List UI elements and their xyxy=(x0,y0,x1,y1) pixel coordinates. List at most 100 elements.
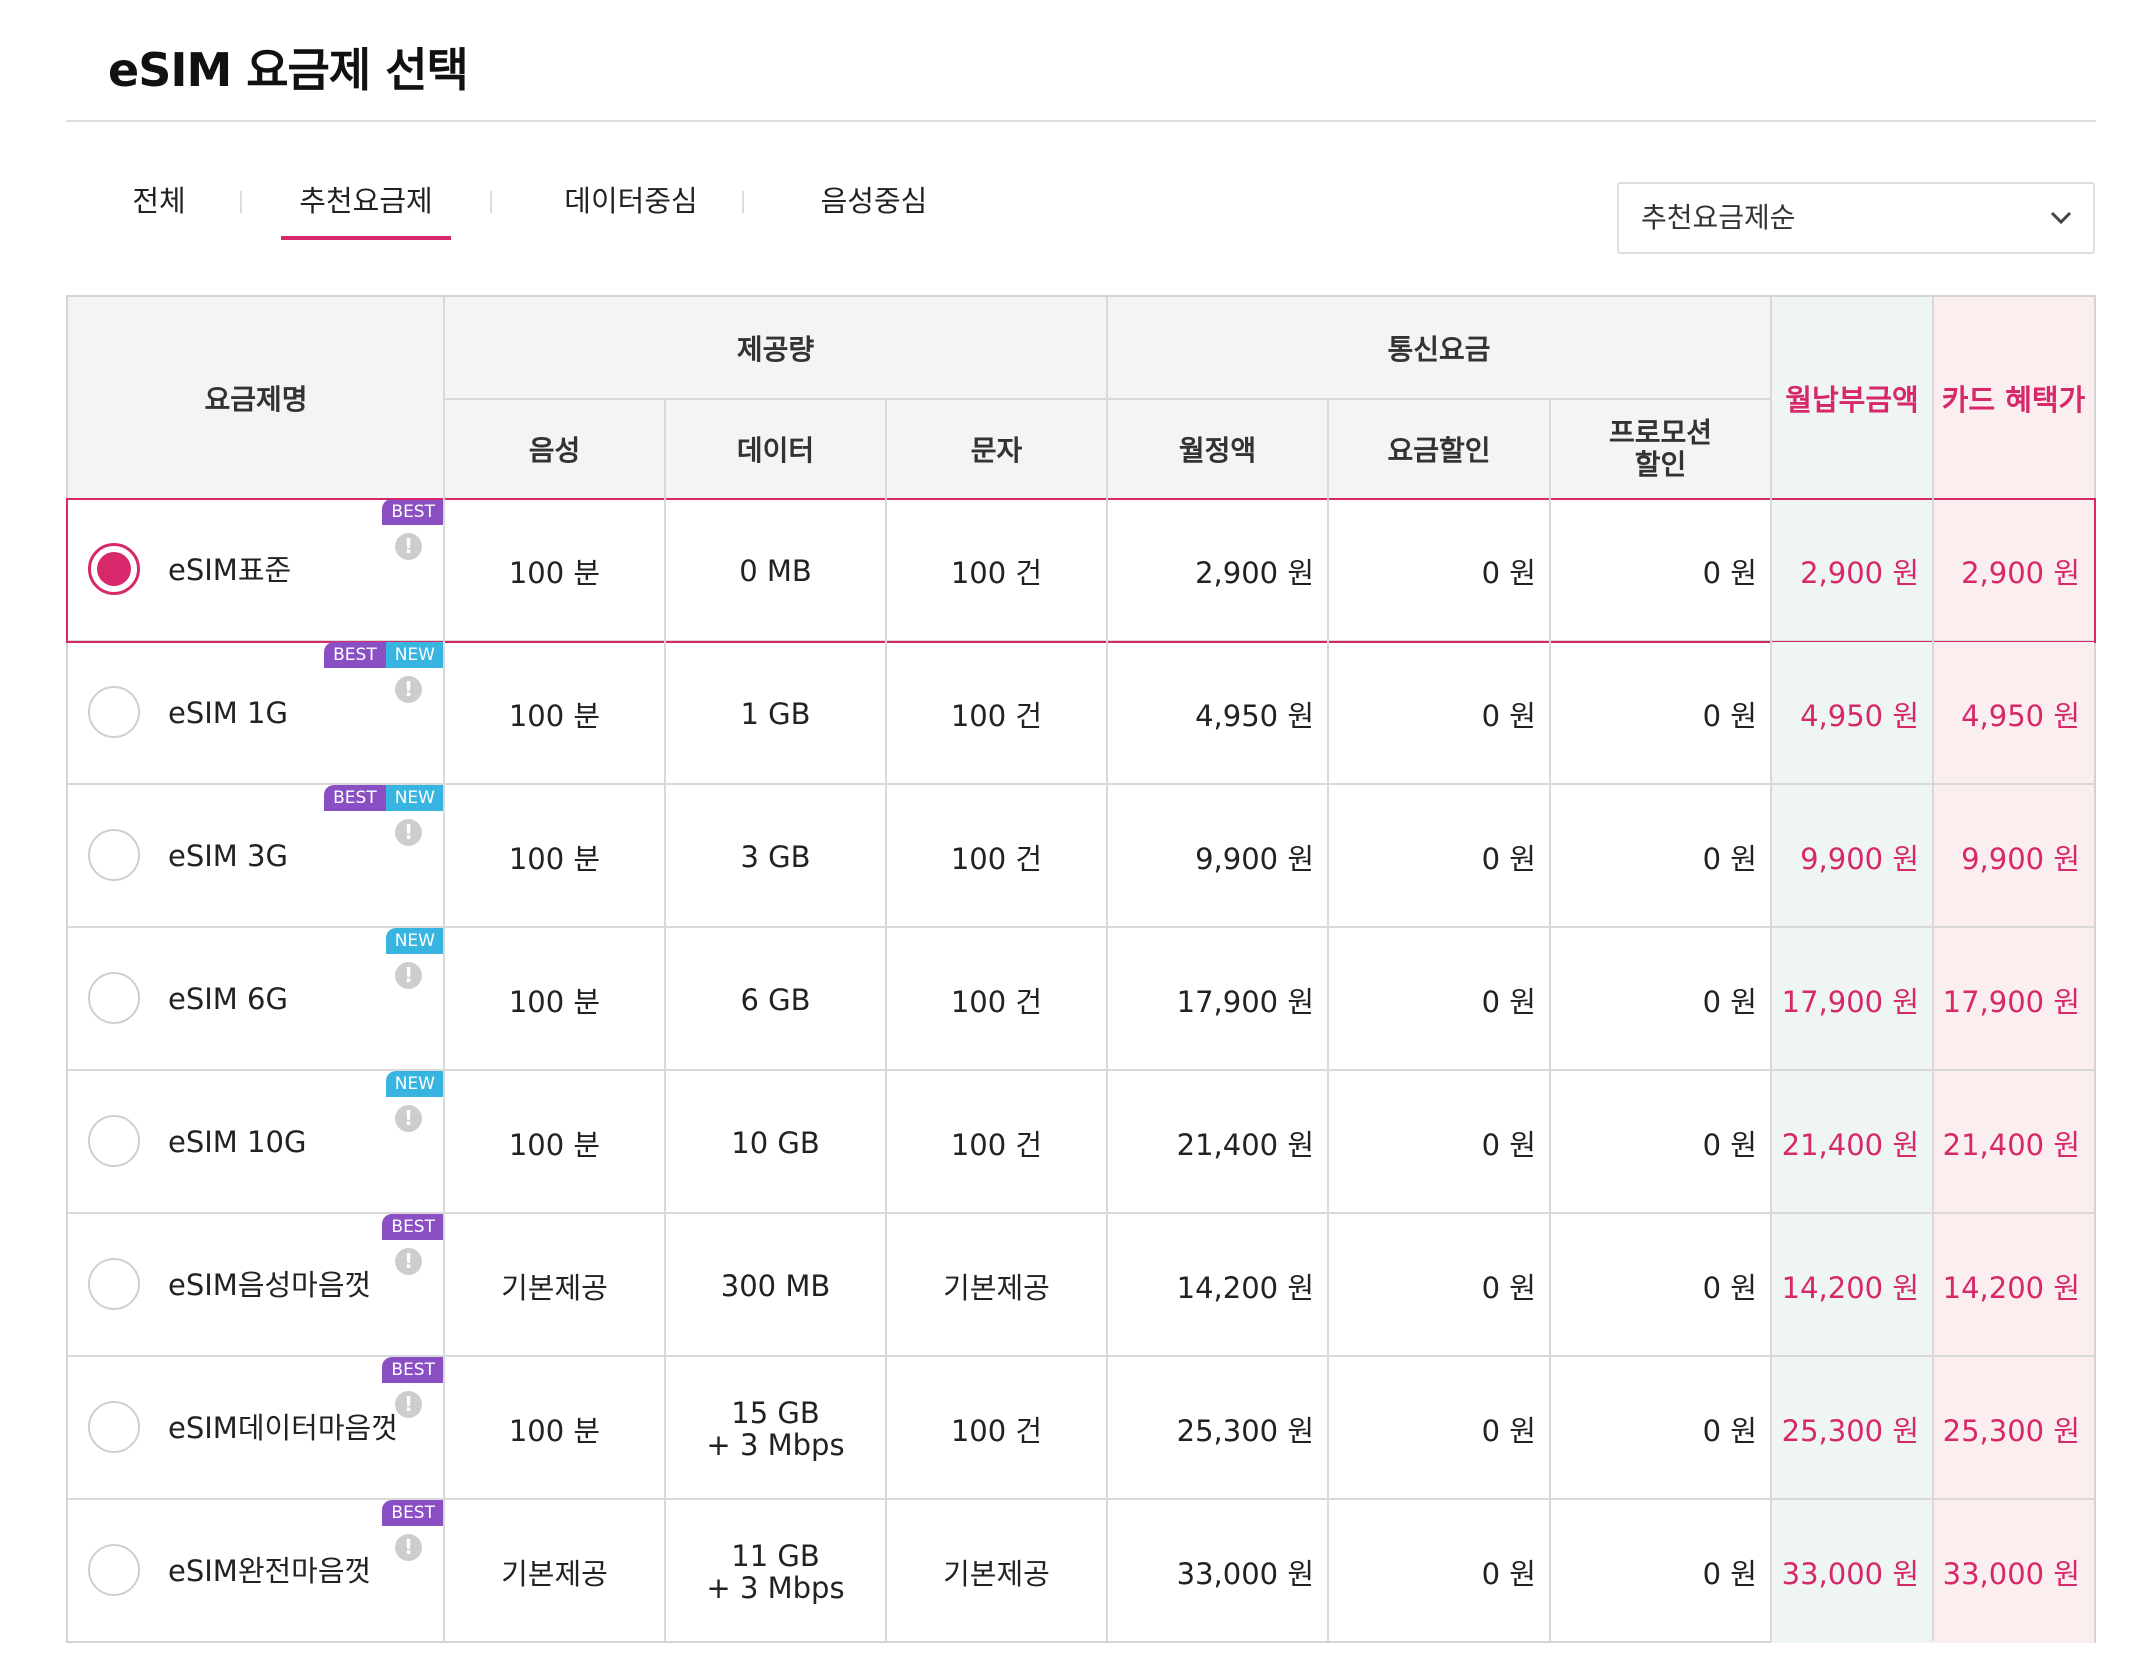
plan-badges: NEW xyxy=(385,928,444,954)
plan-name: eSIM 1G xyxy=(168,696,288,730)
table-row[interactable]: eSIM 3G BEST NEW! 100 분 3 GB 100 건 9,900 원 0 원 0… xyxy=(68,785,2094,928)
info-icon[interactable]: ! xyxy=(395,1391,422,1418)
info-icon[interactable]: ! xyxy=(395,962,422,989)
sms-cell: 100 건 xyxy=(950,841,1043,876)
monthly-fee-cell: 14,200 원 xyxy=(1176,1270,1314,1305)
monthly-payment-cell: 25,300 원 xyxy=(1771,1357,1933,1500)
best-badge: BEST xyxy=(382,1214,444,1240)
table-row[interactable]: eSIM완전마음껏 BEST! 기본제공 11 GB + 3 Mbps 기본제공 33,00… xyxy=(68,1500,2094,1643)
sms-cell: 기본제공 xyxy=(943,1270,1050,1305)
data-cell: 300 MB xyxy=(720,1268,831,1303)
plan-name-cell: eSIM 6G NEW! xyxy=(68,928,444,1071)
plan-name: eSIM음성마음껏 xyxy=(168,1268,372,1302)
header-monthly-payment: 월납부금액 xyxy=(1771,297,1933,499)
info-icon[interactable]: ! xyxy=(395,533,422,560)
row-divider xyxy=(68,926,2094,928)
data-speed-addon: + 3 Mbps xyxy=(706,1570,845,1605)
plan-name-cell: eSIM 1G BEST NEW! xyxy=(68,642,444,785)
plan-radio[interactable] xyxy=(88,829,140,881)
plan-radio[interactable] xyxy=(88,543,140,595)
table-row[interactable]: eSIM 10G NEW! 100 분 10 GB 100 건 21,400 원 0 원 0 … xyxy=(68,1071,2094,1214)
voice-cell: 100 분 xyxy=(508,555,601,590)
tab-data-focused[interactable]: 데이터중심 xyxy=(564,184,698,218)
voice-cell: 100 분 xyxy=(508,1413,601,1448)
voice-cell: 100 분 xyxy=(508,841,601,876)
promo-cell: 0 원 xyxy=(1702,1556,1757,1591)
plan-badges: BEST xyxy=(382,499,444,525)
info-icon[interactable]: ! xyxy=(395,1534,422,1561)
row-divider xyxy=(68,783,2094,785)
monthly-fee-cell: 4,950 원 xyxy=(1195,698,1314,733)
grid-line xyxy=(1106,297,1108,1641)
voice-cell: 기본제공 xyxy=(501,1556,608,1591)
table-row[interactable]: eSIM음성마음껏 BEST! 기본제공 300 MB 기본제공 14,200 원 0 원 0… xyxy=(68,1214,2094,1357)
header-monthly-fee: 월정액 xyxy=(1107,399,1328,499)
sms-cell: 100 건 xyxy=(950,1413,1043,1448)
info-icon[interactable]: ! xyxy=(395,1248,422,1275)
plan-radio[interactable] xyxy=(88,972,140,1024)
best-badge: BEST xyxy=(324,642,386,668)
plan-name-cell: eSIM 10G NEW! xyxy=(68,1071,444,1214)
tab-recommended[interactable]: 추천요금제 xyxy=(281,170,451,240)
plan-radio[interactable] xyxy=(88,1258,140,1310)
grid-line xyxy=(885,399,887,1641)
header-sms: 문자 xyxy=(886,399,1107,499)
info-icon[interactable]: ! xyxy=(395,676,422,703)
data-amount: 15 GB xyxy=(731,1395,820,1430)
discount-cell: 0 원 xyxy=(1481,1413,1536,1448)
tab-voice-focused[interactable]: 음성중심 xyxy=(820,184,928,218)
header-promo-discount: 프로모션 할인 xyxy=(1550,399,1771,499)
info-icon[interactable]: ! xyxy=(395,1105,422,1132)
data-cell: 15 GB + 3 Mbps xyxy=(665,1357,886,1500)
data-cell: 0 MB xyxy=(739,553,812,588)
plan-radio[interactable] xyxy=(88,1115,140,1167)
new-badge: NEW xyxy=(385,1071,444,1097)
header-plan-name: 요금제명 xyxy=(68,297,444,499)
plan-name: eSIM 3G xyxy=(168,839,288,873)
tab-all[interactable]: 전체 xyxy=(132,184,186,218)
plan-filter-tabs: 전체 추천요금제 데이터중심 음성중심 xyxy=(66,170,1066,240)
monthly-fee-cell: 33,000 원 xyxy=(1176,1556,1314,1591)
data-cell: 3 GB xyxy=(740,839,811,874)
plan-name: eSIM 10G xyxy=(168,1125,307,1159)
voice-cell: 기본제공 xyxy=(501,1270,608,1305)
sort-select[interactable]: 추천요금제순 xyxy=(1617,182,2095,254)
plan-radio[interactable] xyxy=(88,686,140,738)
voice-cell: 100 분 xyxy=(508,1127,601,1162)
header-fee-discount: 요금할인 xyxy=(1328,399,1550,499)
tab-divider xyxy=(490,191,492,213)
best-badge: BEST xyxy=(324,785,386,811)
tab-divider xyxy=(240,191,242,213)
plan-name: eSIM표준 xyxy=(168,553,292,587)
plan-name-cell: eSIM데이터마음껏 BEST! xyxy=(68,1357,444,1500)
data-cell: 1 GB xyxy=(740,696,811,731)
data-cell: 6 GB xyxy=(740,982,811,1017)
card-benefit-cell: 25,300 원 xyxy=(1933,1357,2094,1500)
data-speed-addon: + 3 Mbps xyxy=(706,1427,845,1462)
data-amount: 11 GB xyxy=(731,1538,820,1573)
plan-name-cell: eSIM표준 BEST! xyxy=(68,499,444,642)
new-badge: NEW xyxy=(385,928,444,954)
plan-radio[interactable] xyxy=(88,1544,140,1596)
plan-radio[interactable] xyxy=(88,1401,140,1453)
table-row[interactable]: eSIM표준 BEST! 100 분 0 MB 100 건 2,900 원 0 원 0 원 2,… xyxy=(68,499,2094,642)
row-divider xyxy=(68,1212,2094,1214)
discount-cell: 0 원 xyxy=(1481,984,1536,1019)
table-row[interactable]: eSIM 1G BEST NEW! 100 분 1 GB 100 건 4,950 원 0 원 0… xyxy=(68,642,2094,785)
data-cell: 10 GB xyxy=(731,1125,820,1160)
table-row[interactable]: eSIM데이터마음껏 BEST! 100 분 15 GB + 3 Mbps 100 건 25… xyxy=(68,1357,2094,1500)
header-promo-line2: 할인 xyxy=(1634,448,1687,481)
header-comm-fee: 통신요금 xyxy=(1107,297,1771,399)
monthly-payment-cell: 14,200 원 xyxy=(1771,1214,1933,1357)
info-icon[interactable]: ! xyxy=(395,819,422,846)
header-promo-line1: 프로모션 xyxy=(1608,416,1713,449)
page-title: eSIM 요금제 선택 xyxy=(108,43,469,97)
table-row[interactable]: eSIM 6G NEW! 100 분 6 GB 100 건 17,900 원 0 원 0 원 1… xyxy=(68,928,2094,1071)
best-badge: BEST xyxy=(382,1500,444,1526)
monthly-payment-cell: 17,900 원 xyxy=(1771,928,1933,1071)
grid-line xyxy=(1549,399,1551,1641)
promo-cell: 0 원 xyxy=(1702,984,1757,1019)
grid-line xyxy=(443,297,445,1641)
sms-cell: 100 건 xyxy=(950,1127,1043,1162)
discount-cell: 0 원 xyxy=(1481,698,1536,733)
